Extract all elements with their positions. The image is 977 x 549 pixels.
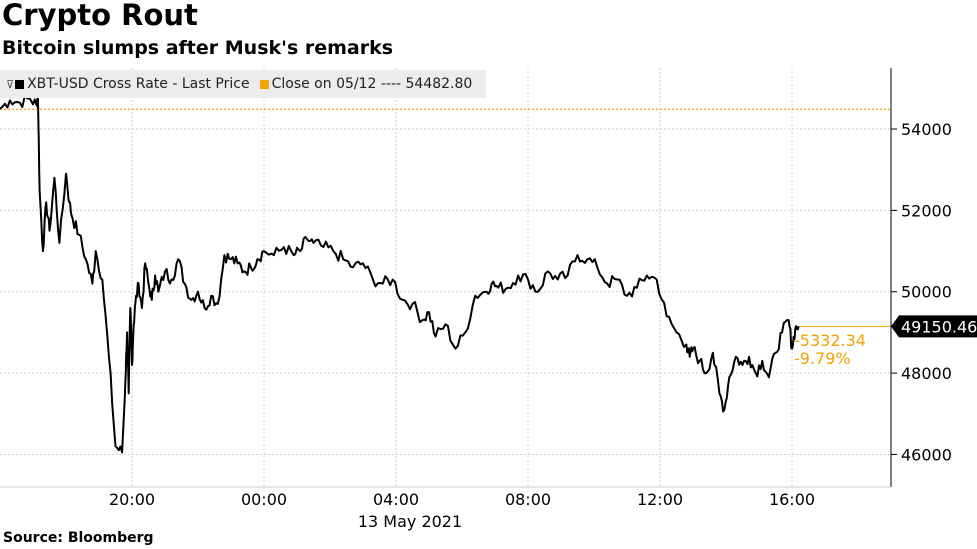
legend-label-reference: Close on 05/12 ---- 54482.80 [271,76,473,92]
last-price-label: 49150.46 [901,317,977,336]
x-tick-label: 16:00 [769,490,815,509]
last-price-badge [891,315,977,338]
chart-title: Crypto Rout [2,0,198,32]
change-pct-label: -9.79% [794,349,851,368]
x-date-label: 13 May 2021 [358,512,462,531]
x-tick-label: 20:00 [109,490,155,509]
x-tick-label: 00:00 [241,490,287,509]
legend-label-last-price: XBT-USD Cross Rate - Last Price [27,76,250,92]
x-tick-label: 04:00 [373,490,419,509]
x-tick-label: 08:00 [505,490,551,509]
legend-swatch-reference [259,79,269,89]
source-note: Source: Bloomberg [3,530,154,546]
price-series-line [0,94,800,454]
y-tick-label: 50000 [901,283,952,302]
x-tick-label: 12:00 [637,490,683,509]
chart-subtitle: Bitcoin slumps after Musk's remarks [2,37,394,59]
legend-swatch-last-price [15,79,25,89]
change-label: -5332.34 [794,331,866,350]
y-tick-label: 54000 [901,120,952,139]
y-tick-label: 48000 [901,364,952,383]
y-tick-label: 46000 [901,445,952,464]
y-tick-label: 52000 [901,201,952,220]
chart-legend: ⊽ XBT-USD Cross Rate - Last Price Close … [0,70,486,98]
pin-icon: ⊽ [6,77,15,91]
